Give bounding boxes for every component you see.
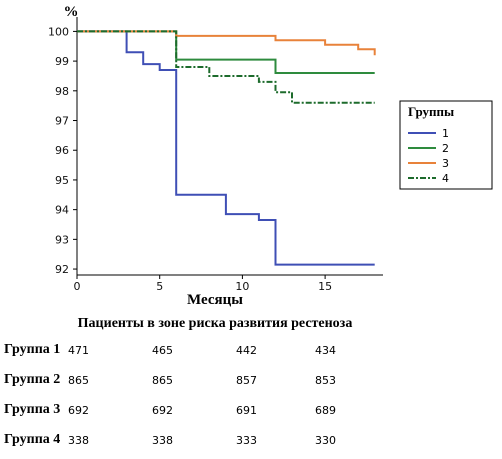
risk-value: 442 <box>236 344 257 357</box>
series-line-4 <box>77 30 375 104</box>
risk-value: 330 <box>315 434 336 447</box>
risk-row-label: Группа 3 <box>4 402 61 417</box>
risk-value: 465 <box>152 344 173 357</box>
risk-value: 692 <box>152 404 173 417</box>
series-line-2 <box>77 30 375 74</box>
risk-value: 333 <box>236 434 257 447</box>
legend-label-3: 3 <box>442 157 449 170</box>
x-tick-label: 0 <box>74 280 81 293</box>
risk-row-label: Группа 2 <box>4 372 61 387</box>
risk-value: 338 <box>152 434 173 447</box>
series-line-3 <box>77 30 376 56</box>
y-tick-label: 98 <box>55 85 69 98</box>
risk-value: 865 <box>152 374 173 387</box>
y-tick-label: 94 <box>55 204 69 217</box>
legend-label-4: 4 <box>442 172 449 185</box>
risk-row-group-4: Группа 4 338 338 333 330 <box>4 432 424 450</box>
risk-value: 338 <box>68 434 89 447</box>
x-tick-label: 5 <box>156 280 163 293</box>
risk-row-label: Группа 1 <box>4 342 61 357</box>
risk-value: 857 <box>236 374 257 387</box>
y-tick-label: 95 <box>55 174 69 187</box>
risk-row-group-1: Группа 1 471 465 442 434 <box>4 342 424 360</box>
y-axis-title: % <box>64 4 79 20</box>
y-tick-label: 99 <box>55 55 69 68</box>
y-tick-label: 93 <box>55 233 69 246</box>
risk-value: 689 <box>315 404 336 417</box>
x-tick-label: 15 <box>318 280 332 293</box>
y-tick-label: 96 <box>55 144 69 157</box>
risk-value: 691 <box>236 404 257 417</box>
legend-title: Группы <box>408 104 454 119</box>
risk-table-title: Пациенты в зоне риска развития рестеноза <box>77 316 353 331</box>
risk-value: 434 <box>315 344 336 357</box>
survival-chart: 92 93 94 95 96 97 98 99 100 0 5 10 15% Месяцы Группы 1 2… <box>48 4 493 308</box>
risk-value: 865 <box>68 374 89 387</box>
y-tick-label: 100 <box>48 25 69 38</box>
risk-row-label: Группа 4 <box>4 432 61 447</box>
series-line-1 <box>77 30 375 266</box>
risk-row-group-2: Группа 2 865 865 857 853 <box>4 372 424 390</box>
risk-value: 692 <box>68 404 89 417</box>
risk-value: 853 <box>315 374 336 387</box>
risk-row-group-3: Группа 3 692 692 691 689 <box>4 402 424 420</box>
risk-value: 471 <box>68 344 89 357</box>
y-tick-label: 97 <box>55 115 69 128</box>
legend-label-2: 2 <box>442 142 449 155</box>
y-tick-label: 92 <box>55 263 69 276</box>
x-tick-label: 10 <box>235 280 249 293</box>
legend-box <box>399 100 493 190</box>
legend-label-1: 1 <box>442 127 449 140</box>
x-axis-title: Месяцы <box>187 292 243 308</box>
